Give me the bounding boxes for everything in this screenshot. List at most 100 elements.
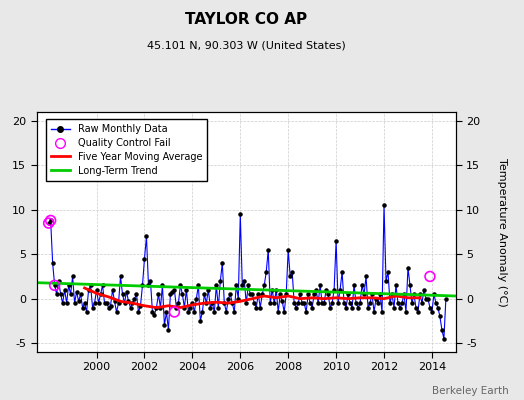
Point (144, 282, 152, 288)
Point (400, 291, 408, 298)
Point (136, 302, 145, 309)
Point (348, 304, 356, 311)
Text: 45.101 N, 90.303 W (United States): 45.101 N, 90.303 W (United States) (147, 40, 346, 50)
Point (274, 309, 282, 315)
Point (430, 291, 438, 298)
Point (384, 269, 392, 275)
Point (306, 300, 314, 306)
Point (150, 312, 159, 318)
Point (404, 264, 412, 271)
Point (174, 300, 182, 306)
Point (92, 286, 101, 293)
Point (342, 304, 350, 311)
Point (410, 291, 418, 298)
Point (424, 296, 432, 302)
Point (121, 300, 129, 306)
Point (438, 326, 446, 333)
Point (128, 300, 137, 306)
Point (248, 291, 256, 298)
Point (322, 286, 330, 293)
Point (326, 304, 334, 311)
Point (192, 296, 201, 302)
Point (416, 291, 424, 298)
Point (308, 304, 316, 311)
Point (334, 300, 342, 306)
Point (60, 286, 69, 293)
Point (250, 300, 258, 306)
Point (54, 278, 63, 284)
Point (72, 288, 81, 295)
Point (282, 291, 290, 298)
Point (84, 286, 93, 293)
Point (324, 291, 332, 298)
Point (132, 291, 140, 298)
Point (372, 296, 380, 302)
Point (89, 304, 97, 311)
Point (166, 291, 174, 298)
Point (70, 300, 79, 306)
Point (106, 302, 115, 309)
Point (364, 304, 372, 311)
Point (256, 304, 265, 311)
Point (278, 298, 287, 304)
Point (228, 300, 236, 306)
Point (79, 304, 87, 311)
Point (284, 246, 292, 253)
Legend: Raw Monthly Data, Quality Control Fail, Five Year Moving Average, Long-Term Tren: Raw Monthly Data, Quality Control Fail, … (46, 119, 207, 181)
Point (420, 286, 428, 293)
Point (378, 309, 386, 315)
Point (374, 300, 382, 306)
Point (77, 291, 85, 298)
Point (346, 300, 354, 306)
Point (288, 269, 297, 275)
Point (344, 291, 352, 298)
Point (74, 298, 83, 304)
Point (352, 300, 361, 306)
Point (320, 300, 329, 306)
Point (414, 309, 422, 315)
Point (270, 300, 278, 306)
Point (314, 300, 322, 306)
Point (45, 220, 53, 226)
Point (170, 309, 179, 315)
Point (294, 300, 302, 306)
Point (196, 318, 204, 324)
Point (216, 278, 224, 284)
Point (138, 282, 147, 288)
Point (168, 288, 177, 295)
Point (276, 291, 285, 298)
Point (386, 300, 394, 306)
Point (362, 273, 370, 280)
Point (62, 300, 71, 306)
Point (304, 291, 312, 298)
Point (296, 291, 304, 298)
Point (112, 309, 121, 315)
Point (220, 300, 228, 306)
Point (146, 278, 155, 284)
Point (260, 282, 268, 288)
Point (47, 217, 55, 224)
Point (170, 286, 179, 293)
Point (392, 282, 400, 288)
Point (50, 282, 59, 288)
Point (154, 291, 162, 298)
Point (176, 282, 184, 288)
Point (194, 282, 203, 288)
Point (67, 291, 75, 298)
Point (366, 300, 374, 306)
Point (226, 291, 235, 298)
Point (130, 296, 139, 302)
Point (116, 273, 125, 280)
Point (134, 309, 143, 315)
Y-axis label: Temperature Anomaly (°C): Temperature Anomaly (°C) (497, 158, 507, 306)
Point (402, 309, 410, 315)
Point (114, 300, 123, 306)
Point (52, 291, 61, 298)
Point (111, 298, 119, 304)
Point (118, 291, 127, 298)
Point (69, 273, 77, 280)
Point (180, 304, 189, 311)
Point (222, 309, 231, 315)
Point (206, 304, 214, 311)
Point (388, 291, 396, 298)
